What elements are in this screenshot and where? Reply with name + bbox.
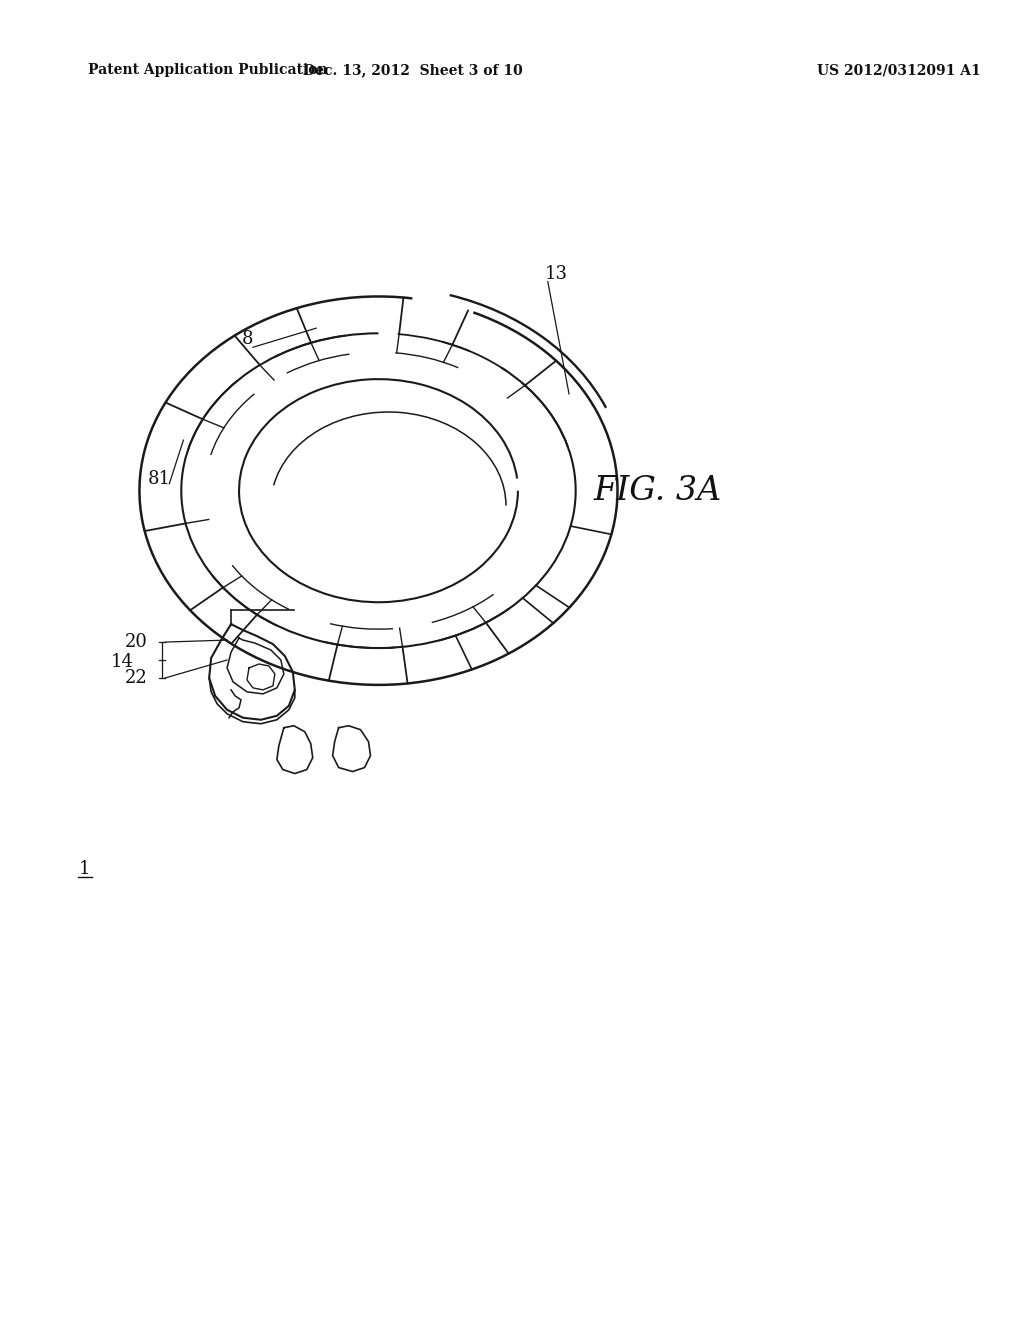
Text: Patent Application Publication: Patent Application Publication xyxy=(88,63,328,78)
Text: 14: 14 xyxy=(111,653,133,671)
Text: FIG. 3A: FIG. 3A xyxy=(593,475,722,507)
Text: Dec. 13, 2012  Sheet 3 of 10: Dec. 13, 2012 Sheet 3 of 10 xyxy=(303,63,523,78)
Text: 81: 81 xyxy=(147,470,171,487)
Text: 13: 13 xyxy=(545,264,567,282)
Text: US 2012/0312091 A1: US 2012/0312091 A1 xyxy=(817,63,980,78)
Text: 1: 1 xyxy=(79,861,90,878)
Text: 8: 8 xyxy=(242,330,253,348)
Text: 20: 20 xyxy=(125,634,147,651)
Text: 22: 22 xyxy=(125,669,147,686)
